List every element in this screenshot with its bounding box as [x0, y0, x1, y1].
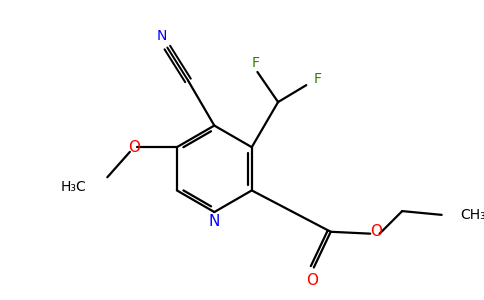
- Text: F: F: [314, 73, 321, 86]
- Text: CH₃: CH₃: [460, 208, 484, 222]
- Text: N: N: [209, 214, 220, 229]
- Text: F: F: [252, 56, 259, 70]
- Text: O: O: [370, 224, 382, 239]
- Text: O: O: [306, 273, 318, 288]
- Text: O: O: [128, 140, 140, 155]
- Text: N: N: [156, 29, 167, 43]
- Text: H₃C: H₃C: [61, 180, 87, 194]
